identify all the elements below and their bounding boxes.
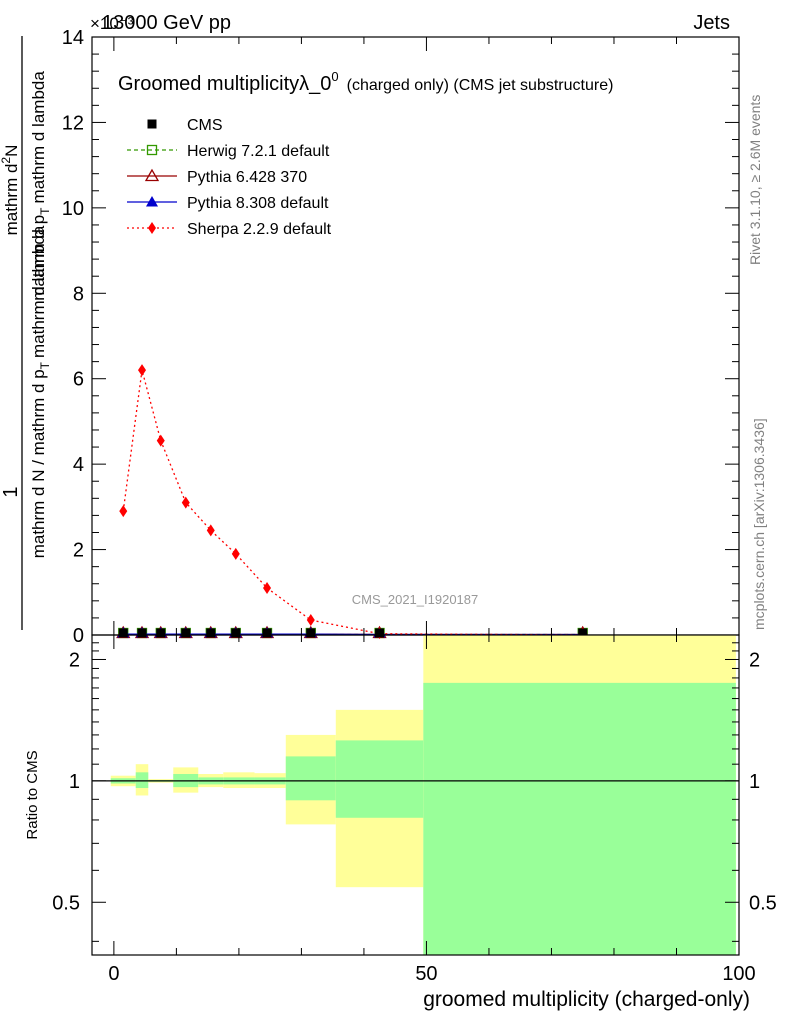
point-sherpa — [263, 582, 272, 595]
plot-title-main: Groomed multiplicityλ_0 — [118, 73, 331, 95]
main-y-ticks: 0 2 4 6 8 10 12 14 — [62, 27, 739, 647]
point-sherpa — [156, 434, 165, 447]
ratio-y-ticks: 0.5 0.5 1 1 2 2 — [52, 642, 777, 942]
point-data — [306, 628, 316, 638]
ratio-frame — [91, 634, 740, 956]
point-data — [578, 628, 588, 638]
legend: CMS Herwig 7.2.1 default Pythia 6.428 370 P… — [127, 117, 332, 238]
x-tick-label: 0 — [108, 963, 119, 985]
point-data — [181, 628, 191, 638]
ratio-y-tick-label: 2 — [69, 649, 80, 671]
ratio-y-tick-label-right: 1 — [749, 771, 760, 793]
ratio-y-tick-label: 1 — [69, 771, 80, 793]
main-y-tick-label: 2 — [73, 540, 84, 562]
main-y-axis-label: 1 mathrm d N / mathrm d pTmathrm d lambd… — [0, 36, 52, 630]
main-y-tick-label: 10 — [62, 198, 84, 220]
legend-label-sherpa: Sherpa 2.2.9 default — [187, 221, 332, 238]
x-ticks: 0 50 100 — [108, 37, 756, 985]
main-y-tick-label: 6 — [73, 369, 84, 391]
main-y-tick-label: 0 — [73, 625, 84, 647]
ratio-y-tick-label-right: 0.5 — [749, 892, 777, 914]
ratio-y-tick-label-right: 2 — [749, 649, 760, 671]
legend-label-pythia8: Pythia 8.308 default — [187, 195, 329, 212]
ratio-bands — [110, 635, 736, 955]
ratio-band-inner — [135, 772, 149, 789]
point-sherpa — [119, 505, 128, 518]
main-y-tick-label: 4 — [73, 454, 84, 476]
point-data — [206, 628, 216, 638]
process-label: Jets — [693, 12, 730, 34]
rivet-version-label: Rivet 3.1.10, ≥ 2.6M events — [747, 95, 763, 265]
point-data — [262, 628, 272, 638]
ylabel-denominator-two: mathrm d pTmathrm d lambda — [29, 71, 52, 301]
point-data — [375, 628, 385, 638]
energy-label: 13000 GeV pp — [102, 12, 231, 34]
legend-label-pythia6: Pythia 6.428 370 — [187, 169, 307, 186]
legend-marker-sherpa — [148, 222, 156, 234]
point-data — [137, 628, 147, 638]
ratio-panel: 0.5 0.51 12 2 0 50 100 — [52, 37, 777, 985]
mcplots-label: mcplots.cern.ch [arXiv:1306.3436] — [751, 418, 767, 630]
point-data — [118, 628, 128, 638]
point-sherpa — [306, 614, 315, 627]
main-y-tick-label: 8 — [73, 283, 84, 305]
plot-title: Groomed multiplicityλ_00 (charged only) (… — [118, 69, 613, 95]
legend-label-herwig: Herwig 7.2.1 default — [187, 143, 330, 160]
ratio-y-tick-label: 0.5 — [52, 892, 80, 914]
point-data — [156, 628, 166, 638]
point-sherpa — [138, 364, 147, 377]
exponent-label: ×10⁻³ — [90, 14, 134, 33]
legend-label-data: CMS — [187, 117, 223, 134]
ratio-y-axis-label: Ratio to CMS — [24, 750, 41, 839]
x-tick-label: 50 — [415, 963, 437, 985]
point-sherpa — [206, 524, 215, 537]
ratio-band-inner — [285, 756, 336, 801]
legend-marker-pythia6 — [144, 168, 160, 182]
point-data — [231, 628, 241, 638]
point-sherpa — [181, 496, 190, 509]
main-y-tick-label: 12 — [62, 112, 84, 134]
main-series — [116, 364, 590, 639]
legend-marker-pythia8 — [146, 196, 158, 207]
analysis-watermark: CMS_2021_I1920187 — [352, 592, 479, 607]
plot-title-suffix: (charged only) (CMS jet substructure) — [347, 77, 614, 94]
x-tick-label: 100 — [722, 963, 755, 985]
x-axis-label: groomed multiplicity (charged-only) — [423, 988, 750, 1011]
main-y-tick-label: 14 — [62, 27, 84, 49]
ylabel-numerator-one: 1 — [0, 486, 22, 497]
ylabel-denominator-one: mathrm d N / mathrm d pTmathrm d lambda — [29, 225, 52, 558]
series-line-sherpa — [122, 370, 583, 636]
ratio-band-inner — [335, 740, 424, 818]
point-sherpa — [231, 547, 240, 560]
ylabel-numerator-two: mathrm d2N — [0, 145, 21, 236]
legend-marker-data — [147, 119, 157, 129]
legend-marker-herwig — [146, 144, 158, 156]
plot-title-sup: 0 — [331, 69, 338, 84]
ratio-band-inner — [423, 682, 736, 955]
